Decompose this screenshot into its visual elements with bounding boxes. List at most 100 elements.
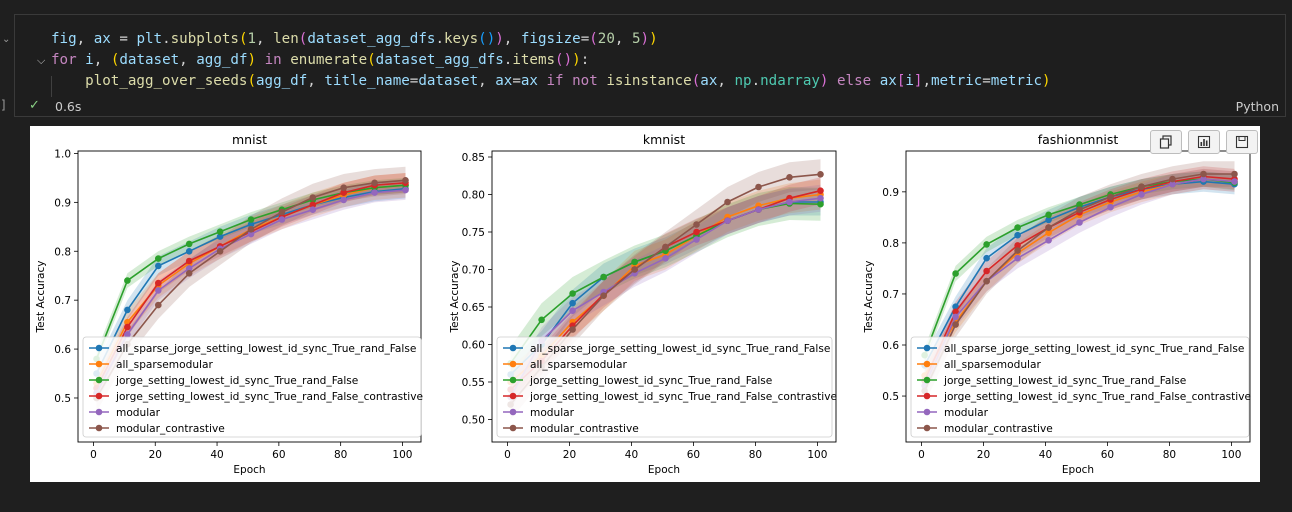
code-token: 20 xyxy=(597,31,615,47)
data-point xyxy=(124,306,131,314)
confidence-band xyxy=(510,188,821,388)
legend-entry: jorge_setting_lowest_id_sync_True_rand_F… xyxy=(115,391,423,403)
code-editor[interactable]: fig, ax = plt.subplots(1, len(dataset_ag… xyxy=(15,15,1285,101)
code-token: ) xyxy=(495,31,504,47)
legend-entry: all_sparsemodular xyxy=(116,359,213,371)
fold-chevron-icon[interactable]: ⌵ xyxy=(37,54,46,67)
execution-time: 0.6s xyxy=(55,99,82,114)
data-point xyxy=(216,248,224,255)
legend-entry: modular_contrastive xyxy=(944,423,1053,435)
code-token xyxy=(871,73,880,89)
data-point xyxy=(278,216,286,223)
code-token: ( xyxy=(691,73,701,89)
x-tick-label: 60 xyxy=(272,449,285,461)
indent-guide xyxy=(51,76,52,97)
y-tick-label: 0.5 xyxy=(882,391,899,403)
cell-output: 0 20 40 60 80 100 0.5 0.6 0.7 0.8 0.9 1.0 mnist Epoch… xyxy=(18,126,1292,503)
legend-entry: jorge_setting_lowest_id_sync_True_rand_F… xyxy=(943,375,1186,387)
data-point xyxy=(309,194,317,201)
code-token: = xyxy=(580,31,590,47)
success-check-icon: ✓ xyxy=(29,98,40,113)
code-token: ( xyxy=(298,31,308,47)
legend-entry: modular_contrastive xyxy=(116,423,225,435)
code-token: if xyxy=(546,73,564,89)
axes-frame xyxy=(77,150,422,443)
data-point xyxy=(983,254,990,262)
code-token: ) xyxy=(1042,73,1051,89)
code-token: ) xyxy=(640,31,650,47)
code-token: [ xyxy=(896,73,906,89)
data-point xyxy=(1045,237,1052,244)
code-token: = xyxy=(512,73,521,89)
y-axis-label: Test Accuracy xyxy=(863,261,875,334)
copy-output-button[interactable] xyxy=(1150,130,1182,154)
code-token: ( xyxy=(589,31,598,47)
code-token: = xyxy=(409,73,419,89)
code-token: items xyxy=(512,52,556,68)
x-tick-label: 40 xyxy=(210,449,223,461)
y-tick-label: 0.85 xyxy=(462,152,485,164)
legend-entry: modular xyxy=(530,407,575,419)
code-line[interactable]: for i, (dataset, agg_df) in enumerate(da… xyxy=(51,50,589,71)
legend-box xyxy=(910,336,1250,438)
data-point xyxy=(693,236,700,243)
legend-marker xyxy=(509,360,517,368)
y-tick-label: 0.75 xyxy=(462,227,485,239)
data-point xyxy=(600,273,607,281)
confidence-band xyxy=(510,184,821,411)
language-label[interactable]: Python xyxy=(1235,99,1279,114)
code-token: ax xyxy=(879,73,897,89)
axes-mask xyxy=(18,126,481,151)
collapse-chevron-icon[interactable]: ⌄ xyxy=(2,34,11,45)
y-tick-label: 0.70 xyxy=(462,265,485,277)
code-token: , xyxy=(478,73,496,89)
data-point xyxy=(1200,170,1207,178)
data-point xyxy=(569,307,576,314)
code-line[interactable]: fig, ax = plt.subplots(1, len(dataset_ag… xyxy=(51,29,658,50)
y-tick-label: 1.0 xyxy=(54,148,71,160)
code-token xyxy=(256,52,265,68)
code-token: , xyxy=(614,31,632,47)
code-token: ax xyxy=(93,31,111,47)
legend-marker xyxy=(509,424,517,432)
y-tick-label: 0.60 xyxy=(462,340,485,352)
code-line[interactable]: plot_agg_over_seeds(agg_df, title_name=d… xyxy=(51,71,1051,92)
plot-panel-kmnist xyxy=(432,126,896,503)
open-plot-button[interactable] xyxy=(1188,130,1220,154)
y-tick-label: 0.5 xyxy=(54,393,71,405)
y-tick-label: 0.50 xyxy=(462,415,485,427)
code-token: () xyxy=(555,52,573,68)
y-tick-label: 0.55 xyxy=(462,377,485,389)
code-token: metric xyxy=(931,73,983,89)
confidence-band xyxy=(96,177,406,367)
legend-marker xyxy=(95,360,103,368)
code-token: ) xyxy=(572,52,581,68)
x-tick-label: 80 xyxy=(1163,449,1176,461)
legend-box xyxy=(496,336,833,438)
code-token: , xyxy=(307,73,325,89)
legend-marker xyxy=(95,392,103,400)
x-tick-label: 60 xyxy=(1101,449,1114,461)
output-toolbar xyxy=(1150,130,1258,154)
data-point xyxy=(155,262,162,270)
code-token: title_name xyxy=(324,73,410,89)
data-point xyxy=(1138,183,1145,190)
x-axis-label: Epoch xyxy=(233,464,265,476)
legend-entry: all_sparsemodular xyxy=(530,359,627,371)
legend-entry: modular_contrastive xyxy=(530,423,639,435)
legend-box xyxy=(82,336,422,438)
save-output-button[interactable] xyxy=(1226,130,1258,154)
x-tick-label: 40 xyxy=(1039,449,1052,461)
data-point xyxy=(569,290,576,297)
data-point xyxy=(1045,216,1052,224)
code-token xyxy=(51,73,85,89)
code-token: dataset xyxy=(418,73,479,89)
data-point xyxy=(247,216,255,223)
execution-count: ] xyxy=(0,98,8,112)
data-point xyxy=(340,196,348,204)
code-cell[interactable]: fig, ax = plt.subplots(1, len(dataset_ag… xyxy=(14,14,1286,117)
code-token: , xyxy=(503,31,521,47)
legend-entry: jorge_setting_lowest_id_sync_True_rand_F… xyxy=(529,391,837,403)
data-point xyxy=(724,198,731,206)
data-point xyxy=(1045,224,1052,231)
